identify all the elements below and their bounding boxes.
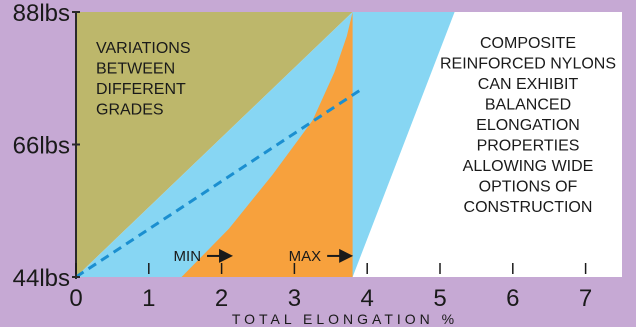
right-text-line: BALANCED — [485, 97, 571, 114]
x-tick-label: 1 — [142, 285, 155, 312]
right-text-line: REINFORCED NYLONS — [440, 56, 616, 73]
right-text-line: PROPERTIES — [477, 138, 580, 155]
right-text-line: ELONGATION — [476, 117, 580, 134]
x-tick-label: 2 — [215, 285, 228, 312]
x-tick-label: 7 — [579, 285, 592, 312]
left-text-line: VARIATIONS — [96, 40, 191, 57]
x-tick-label: 0 — [69, 285, 82, 312]
right-text-line: COMPOSITE — [480, 35, 576, 52]
y-tick-label: 66lbs — [13, 133, 70, 160]
annotation-arrow-head — [339, 248, 354, 263]
right-text-line: ALLOWING WIDE — [463, 158, 594, 175]
x-tick-label: 5 — [433, 285, 446, 312]
orange-region — [181, 12, 353, 277]
annotation-arrow-head — [219, 248, 234, 263]
blue-region — [76, 12, 455, 277]
x-axis-label: TOTAL ELONGATION % — [232, 311, 458, 327]
max-label: MAX — [289, 248, 322, 265]
dashed-trend-line — [75, 89, 361, 279]
left-text-line: DIFFERENT — [96, 81, 186, 98]
right-text-line: OPTIONS OF — [479, 179, 578, 196]
left-text-line: GRADES — [96, 102, 164, 119]
min-label: MIN — [174, 248, 202, 265]
x-tick-label: 4 — [361, 285, 374, 312]
y-tick-label: 88lbs — [13, 0, 70, 27]
x-tick-label: 3 — [288, 285, 301, 312]
y-tick-label: 44lbs — [13, 265, 70, 292]
right-text-line: CONSTRUCTION — [464, 199, 593, 216]
x-tick-label: 6 — [506, 285, 519, 312]
right-text-line: CAN EXHIBIT — [478, 76, 579, 93]
left-text-line: BETWEEN — [96, 61, 175, 78]
